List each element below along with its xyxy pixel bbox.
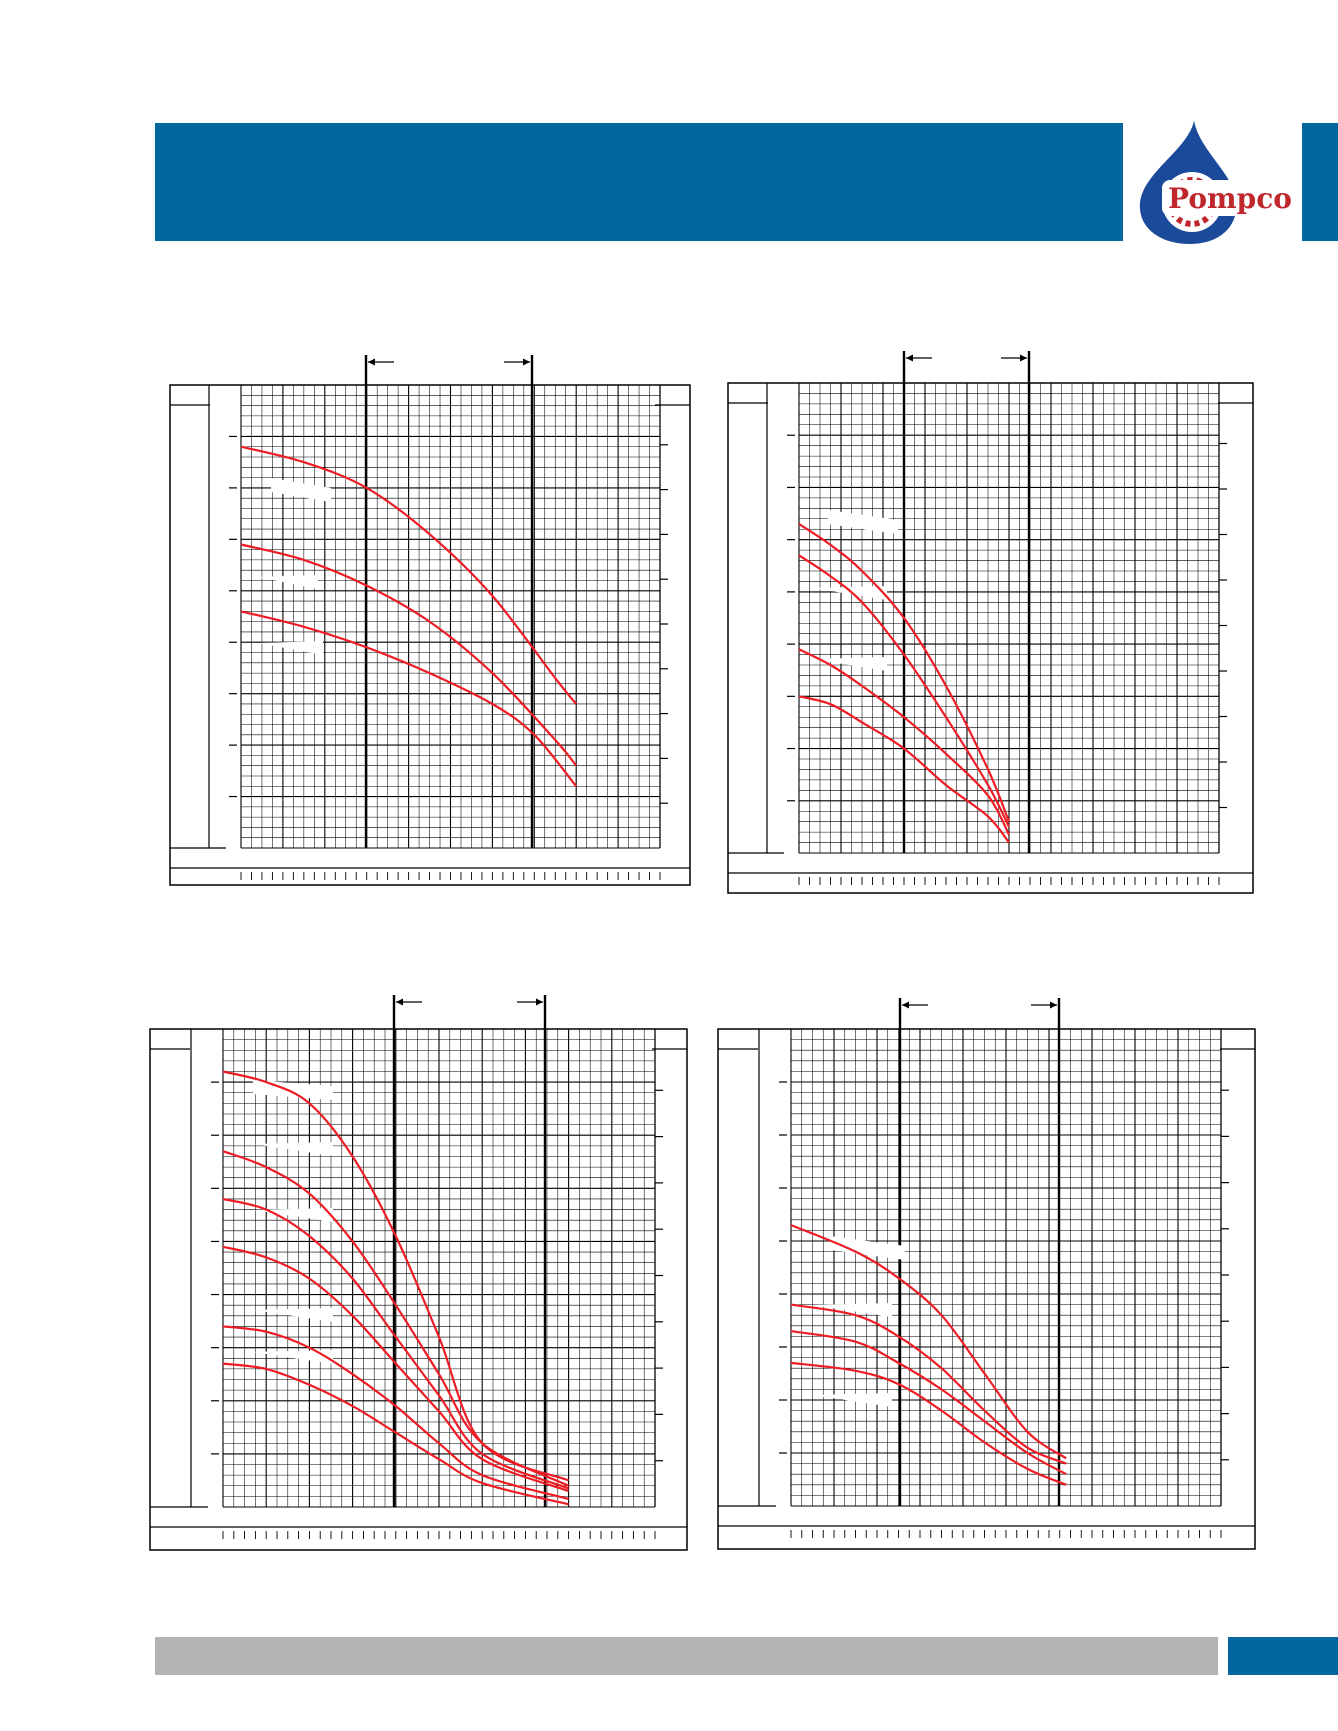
redacted-curve-label <box>253 1142 333 1156</box>
redacted-curve-label <box>253 1080 333 1100</box>
range-arrowhead-left <box>396 998 403 1006</box>
range-arrowhead-right <box>523 358 530 366</box>
series-line-1 <box>790 1224 1067 1460</box>
redacted-curve-label <box>253 1350 333 1364</box>
series-line-5 <box>222 1325 569 1501</box>
chart-frame <box>169 384 691 886</box>
series-line-1 <box>240 445 578 705</box>
redacted-curve-label <box>271 478 331 502</box>
series-line-6 <box>222 1362 569 1506</box>
header-right-tab <box>1302 123 1338 241</box>
series-line-3 <box>222 1197 570 1490</box>
redacted-curve-label <box>258 641 323 655</box>
redacted-curve-label <box>258 575 318 589</box>
range-arrowhead-left <box>368 358 375 366</box>
series-line-1 <box>222 1070 570 1482</box>
series-line-3 <box>798 648 1010 836</box>
redacted-curve-label <box>812 657 887 671</box>
series-line-2 <box>798 554 1010 828</box>
series-line-2 <box>240 543 578 767</box>
redacted-curve-label <box>812 586 887 600</box>
range-arrowhead-left <box>906 354 913 362</box>
range-arrowhead-right <box>1020 354 1027 362</box>
footer-page-tab <box>1228 1637 1338 1675</box>
header-band <box>155 123 1123 241</box>
chart-frame <box>149 1028 688 1551</box>
series-line-3 <box>240 610 578 787</box>
series-line-2 <box>222 1150 570 1487</box>
redacted-curve-label <box>812 1303 892 1317</box>
range-arrowhead-left <box>902 1001 909 1009</box>
series-line-3 <box>790 1330 1067 1476</box>
range-arrowhead-right <box>1050 1001 1057 1009</box>
chart-frame <box>717 1028 1256 1550</box>
footer-bar <box>155 1637 1218 1675</box>
pompco-logo: Pompco <box>1132 118 1302 246</box>
water-drop-gear-icon: Pompco <box>1139 120 1298 244</box>
redacted-curve-label <box>253 1308 333 1322</box>
redacted-curve-label <box>830 1236 905 1260</box>
redacted-curve-label <box>253 1208 333 1222</box>
series-line-2 <box>790 1303 1067 1465</box>
redacted-curve-label <box>812 1393 892 1407</box>
series-line-4 <box>222 1245 569 1493</box>
chart-frame <box>727 382 1254 894</box>
series-line-4 <box>790 1361 1067 1486</box>
redacted-curve-label <box>828 510 898 534</box>
range-arrowhead-right <box>536 998 543 1006</box>
series-line-1 <box>798 523 1011 823</box>
logo-text: Pompco <box>1168 182 1292 215</box>
series-line-4 <box>798 695 1010 844</box>
